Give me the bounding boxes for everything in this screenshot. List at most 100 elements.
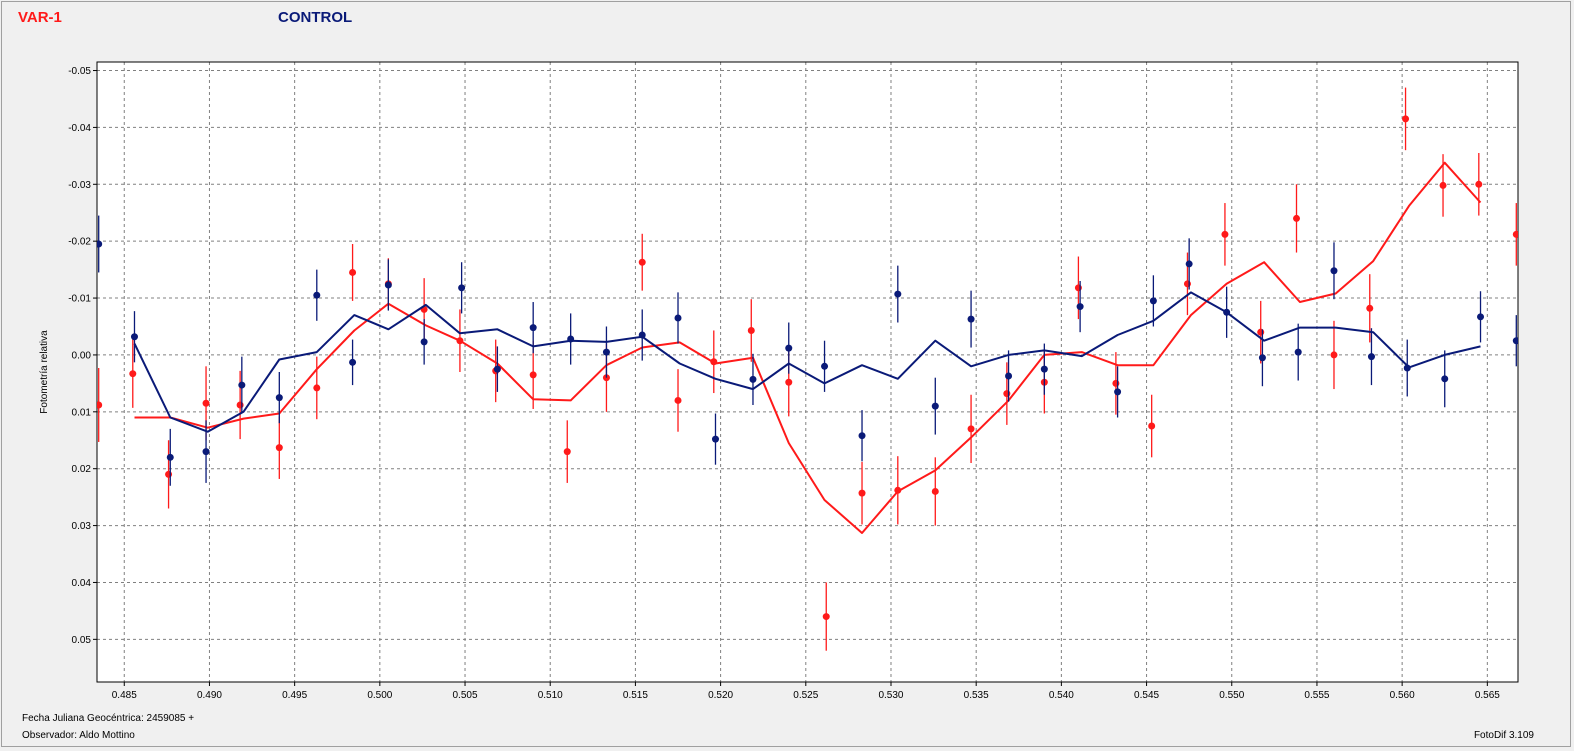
x-tick-label: 0.545 — [1134, 690, 1159, 701]
x-tick-label: 0.500 — [367, 690, 392, 701]
var-data-point — [1074, 284, 1082, 292]
var-data-point — [165, 470, 173, 478]
control-data-point — [1258, 354, 1266, 362]
control-data-point — [166, 453, 174, 461]
var-data-point — [674, 396, 682, 404]
julian-date-label: Fecha Juliana Geocéntrica: 2459085 + — [22, 713, 195, 724]
control-data-point — [1477, 313, 1485, 321]
var-data-point — [97, 401, 103, 409]
var-data-point — [275, 444, 283, 452]
x-tick-label: 0.525 — [793, 690, 818, 701]
y-tick-label: -0.04 — [68, 123, 91, 134]
control-data-point — [749, 375, 757, 383]
y-tick-label: 0.00 — [72, 350, 92, 361]
control-data-point — [1512, 337, 1518, 345]
plot-border — [96, 61, 1519, 683]
control-data-point — [313, 291, 321, 299]
y-tick-label: -0.05 — [68, 66, 91, 77]
y-tick-label: 0.01 — [72, 407, 92, 418]
x-tick-label: 0.550 — [1219, 690, 1244, 701]
control-data-point — [1294, 348, 1302, 356]
x-tick-label: 0.505 — [453, 690, 478, 701]
x-tick-label: 0.560 — [1390, 690, 1415, 701]
control-data-point — [97, 240, 103, 248]
var-data-point — [1402, 115, 1410, 123]
legend-var-label: VAR-1 — [18, 9, 62, 26]
control-data-point — [349, 358, 357, 366]
control-data-point — [674, 314, 682, 322]
x-tick-label: 0.510 — [538, 690, 563, 701]
var-data-point — [1512, 230, 1518, 238]
control-data-point — [1223, 308, 1231, 316]
control-data-point — [1005, 372, 1013, 380]
var-data-point — [1003, 390, 1011, 398]
control-data-point — [238, 381, 246, 389]
control-data-point — [894, 290, 902, 298]
var-data-point — [129, 370, 137, 378]
var-data-point — [1257, 328, 1265, 336]
var-data-point — [710, 358, 718, 366]
y-tick-label: 0.03 — [72, 521, 92, 532]
control-data-point — [821, 362, 829, 370]
plot-area — [97, 62, 1518, 682]
var-data-point — [529, 371, 537, 379]
var-data-point — [236, 401, 244, 409]
control-data-point — [458, 284, 466, 292]
control-data-point — [130, 333, 138, 341]
control-data-point — [1330, 267, 1338, 275]
var-data-point — [1475, 180, 1483, 188]
control-data-point — [202, 448, 210, 456]
control-data-point — [420, 338, 428, 346]
var-data-point — [1293, 214, 1301, 222]
control-data-point — [529, 324, 537, 332]
x-tick-label: 0.520 — [708, 690, 733, 701]
control-data-point — [1114, 388, 1122, 396]
control-data-point — [858, 432, 866, 440]
control-data-point — [1403, 364, 1411, 372]
var-data-point — [1330, 351, 1338, 359]
var-data-point — [858, 489, 866, 497]
var-data-point — [638, 258, 646, 266]
var-data-point — [785, 378, 793, 386]
control-data-point — [493, 365, 501, 373]
y-tick-label: 0.05 — [72, 635, 92, 646]
x-tick-label: 0.490 — [197, 690, 222, 701]
y-tick-label: 0.02 — [72, 464, 92, 475]
var-data-point — [822, 613, 830, 621]
x-tick-label: 0.515 — [623, 690, 648, 701]
y-tick-label: 0.04 — [72, 578, 92, 589]
control-data-point — [275, 394, 283, 402]
var-data-point — [1112, 379, 1120, 387]
y-axis-label: Fotometría relativa — [39, 330, 50, 414]
var-data-point — [456, 337, 464, 345]
var-data-point — [313, 384, 321, 392]
y-tick-label: -0.01 — [68, 294, 91, 305]
control-data-point — [1149, 297, 1157, 305]
var-data-point — [967, 425, 975, 433]
y-tick-label: -0.02 — [68, 237, 91, 248]
control-data-point — [384, 281, 392, 289]
var-data-point — [1439, 181, 1447, 189]
var-data-point — [894, 486, 902, 494]
control-data-point — [711, 435, 719, 443]
var-data-point — [1183, 280, 1191, 288]
x-tick-label: 0.540 — [1049, 690, 1074, 701]
legend-control-label: CONTROL — [278, 9, 353, 26]
data-layer — [97, 87, 1518, 651]
x-tick-label: 0.565 — [1475, 690, 1500, 701]
control-data-point — [967, 315, 975, 323]
var-data-point — [202, 399, 210, 407]
y-tick-label: -0.03 — [68, 180, 91, 191]
x-tick-label: 0.495 — [282, 690, 307, 701]
var-data-point — [747, 326, 755, 334]
var-data-point — [1148, 422, 1156, 430]
control-data-point — [1040, 365, 1048, 373]
observer-label: Observador: Aldo Mottino — [22, 730, 135, 741]
var-series-line — [134, 161, 1482, 534]
x-tick-label: 0.555 — [1304, 690, 1329, 701]
control-data-point — [1076, 303, 1084, 311]
control-data-point — [567, 335, 575, 343]
software-label: FotoDif 3.109 — [1473, 730, 1534, 741]
var-data-point — [349, 268, 357, 276]
var-data-point — [563, 448, 571, 456]
